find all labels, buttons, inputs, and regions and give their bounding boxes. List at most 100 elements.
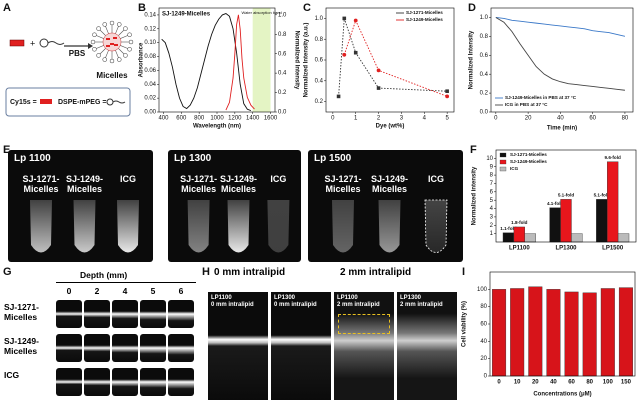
y-tick-label: 0.06 bbox=[144, 68, 156, 74]
legend-dye: Cy15s = bbox=[10, 99, 37, 106]
dye-icon bbox=[9, 39, 25, 47]
tube bbox=[117, 200, 139, 253]
series-line bbox=[495, 17, 625, 91]
sample-label: SJ-1249-Micelles bbox=[4, 336, 39, 356]
x-tick-label: 2 bbox=[377, 116, 381, 122]
sample-label: ICG bbox=[270, 174, 287, 184]
micelle-core bbox=[102, 32, 122, 52]
intralipid-image: LP1300 2 mm intralipid bbox=[397, 292, 457, 400]
depth-image bbox=[140, 368, 166, 396]
bar bbox=[492, 289, 507, 377]
depth-image bbox=[112, 368, 138, 396]
legend-label: ICG bbox=[510, 166, 519, 171]
y-tick-label: 0.08 bbox=[144, 54, 156, 60]
point bbox=[376, 68, 381, 73]
x-tick-label: 400 bbox=[158, 116, 169, 122]
x-tick-label: 60 bbox=[568, 380, 575, 386]
dye-icon bbox=[40, 99, 52, 104]
filter-label: Lp 1100 bbox=[14, 153, 51, 164]
peg-head bbox=[123, 53, 128, 58]
peg-chain bbox=[118, 48, 125, 55]
y-axis-label: Normalized Intensity (a.u.) bbox=[304, 23, 310, 98]
y-tick-label: 0.00 bbox=[144, 110, 156, 116]
depth-image bbox=[140, 334, 166, 362]
legend-box bbox=[5, 87, 131, 117]
filter-label: LP1300 bbox=[400, 295, 422, 301]
tube bbox=[73, 200, 96, 253]
filter-label: Lp 1300 bbox=[174, 153, 212, 164]
nir-image: Lp 1300 SJ-1271-Micelles SJ-1249-Micelles I… bbox=[168, 150, 301, 262]
legend-label: SJ-1271-Micelles bbox=[406, 10, 443, 15]
bar bbox=[560, 199, 572, 243]
depth-image bbox=[84, 334, 110, 362]
peg-tail bbox=[112, 100, 126, 104]
x-tick-label: 20 bbox=[532, 380, 539, 386]
x-tick-label: 100 bbox=[603, 380, 614, 386]
y-tick-label: 0.2 bbox=[315, 99, 324, 105]
y-axis-label: Normalized Intensity bbox=[469, 30, 475, 89]
bar bbox=[618, 287, 633, 377]
legend-swatch bbox=[499, 166, 507, 172]
tube bbox=[332, 200, 354, 253]
value-label: 1.8-fold bbox=[511, 220, 528, 225]
y-tick-label: 5 bbox=[490, 198, 494, 204]
plot-frame bbox=[325, 7, 455, 113]
depth-label: 0 mm intralipid bbox=[274, 302, 317, 308]
tube bbox=[267, 200, 290, 253]
peg-chain bbox=[120, 45, 128, 49]
bar bbox=[571, 233, 583, 243]
peg-head bbox=[96, 53, 101, 58]
peg-head bbox=[39, 38, 49, 48]
plot-frame bbox=[490, 7, 634, 113]
x-tick-label: 10 bbox=[514, 380, 521, 386]
y-tick-label: 9 bbox=[490, 164, 494, 170]
sample-label: SJ-1271-Micelles bbox=[180, 174, 218, 194]
tube bbox=[378, 200, 401, 253]
x-tick-label: 80 bbox=[586, 380, 593, 386]
sample-label: SJ-1271-Micelles bbox=[4, 302, 39, 322]
plot-frame bbox=[489, 271, 636, 377]
value-label: 5.1-fold bbox=[594, 193, 611, 198]
y-tick-label: 0.10 bbox=[144, 40, 156, 46]
x-axis-label: Dye (wt%) bbox=[376, 124, 405, 130]
series-line bbox=[161, 13, 252, 112]
intralipid-image: LP1100 0 mm intralipid bbox=[208, 292, 268, 400]
bar bbox=[502, 232, 515, 243]
value-label: 5.1-fold bbox=[558, 193, 575, 198]
depth-image bbox=[84, 368, 110, 396]
peg-head bbox=[117, 22, 122, 27]
peg-head bbox=[102, 22, 107, 27]
y-tick-label: 8 bbox=[490, 173, 494, 179]
peg-head bbox=[128, 39, 134, 45]
axis-arrow bbox=[56, 282, 196, 283]
x-tick-label: 3 bbox=[400, 116, 404, 122]
y-tick-label: 7 bbox=[490, 181, 494, 187]
x-tick-label: 40 bbox=[557, 116, 564, 122]
band-label: Water absorption band bbox=[241, 10, 281, 15]
y-tick-label: 2 bbox=[490, 223, 494, 229]
depth-label: 6 bbox=[178, 286, 184, 296]
point bbox=[342, 16, 347, 21]
chart-c: 0.2 0.4 0.6 0.8 1.0 0 1 2 3 4 5 Dye (wt%) Normalized… bbox=[304, 7, 455, 130]
depth-label: 0 bbox=[66, 286, 72, 296]
point bbox=[445, 94, 450, 99]
dye-icon bbox=[113, 37, 117, 39]
panel-h: 0 mm intralipid 2 mm intralipid LP1100 0 mm… bbox=[200, 262, 460, 402]
bar bbox=[528, 286, 543, 377]
x-tick-label: 0 bbox=[331, 116, 335, 122]
point bbox=[376, 86, 381, 90]
bar bbox=[607, 161, 619, 243]
intralipid-image: LP1100 2 mm intralipid bbox=[334, 292, 394, 400]
x-tick-label: 1200 bbox=[228, 116, 242, 122]
y-tick-label: 0.8 bbox=[480, 34, 489, 40]
point bbox=[353, 18, 358, 23]
depth-image bbox=[112, 334, 138, 362]
bar bbox=[524, 233, 536, 243]
x-tick-label: 40 bbox=[550, 380, 557, 386]
series-line bbox=[338, 18, 448, 97]
tube bbox=[424, 199, 448, 253]
tubes bbox=[30, 200, 139, 253]
legend-peg: DSPE-mPEG = bbox=[58, 99, 106, 106]
peg-head bbox=[102, 57, 107, 62]
nir-image: Lp 1100 SJ-1271-Micelles SJ-1249-Micelles I… bbox=[8, 150, 153, 262]
